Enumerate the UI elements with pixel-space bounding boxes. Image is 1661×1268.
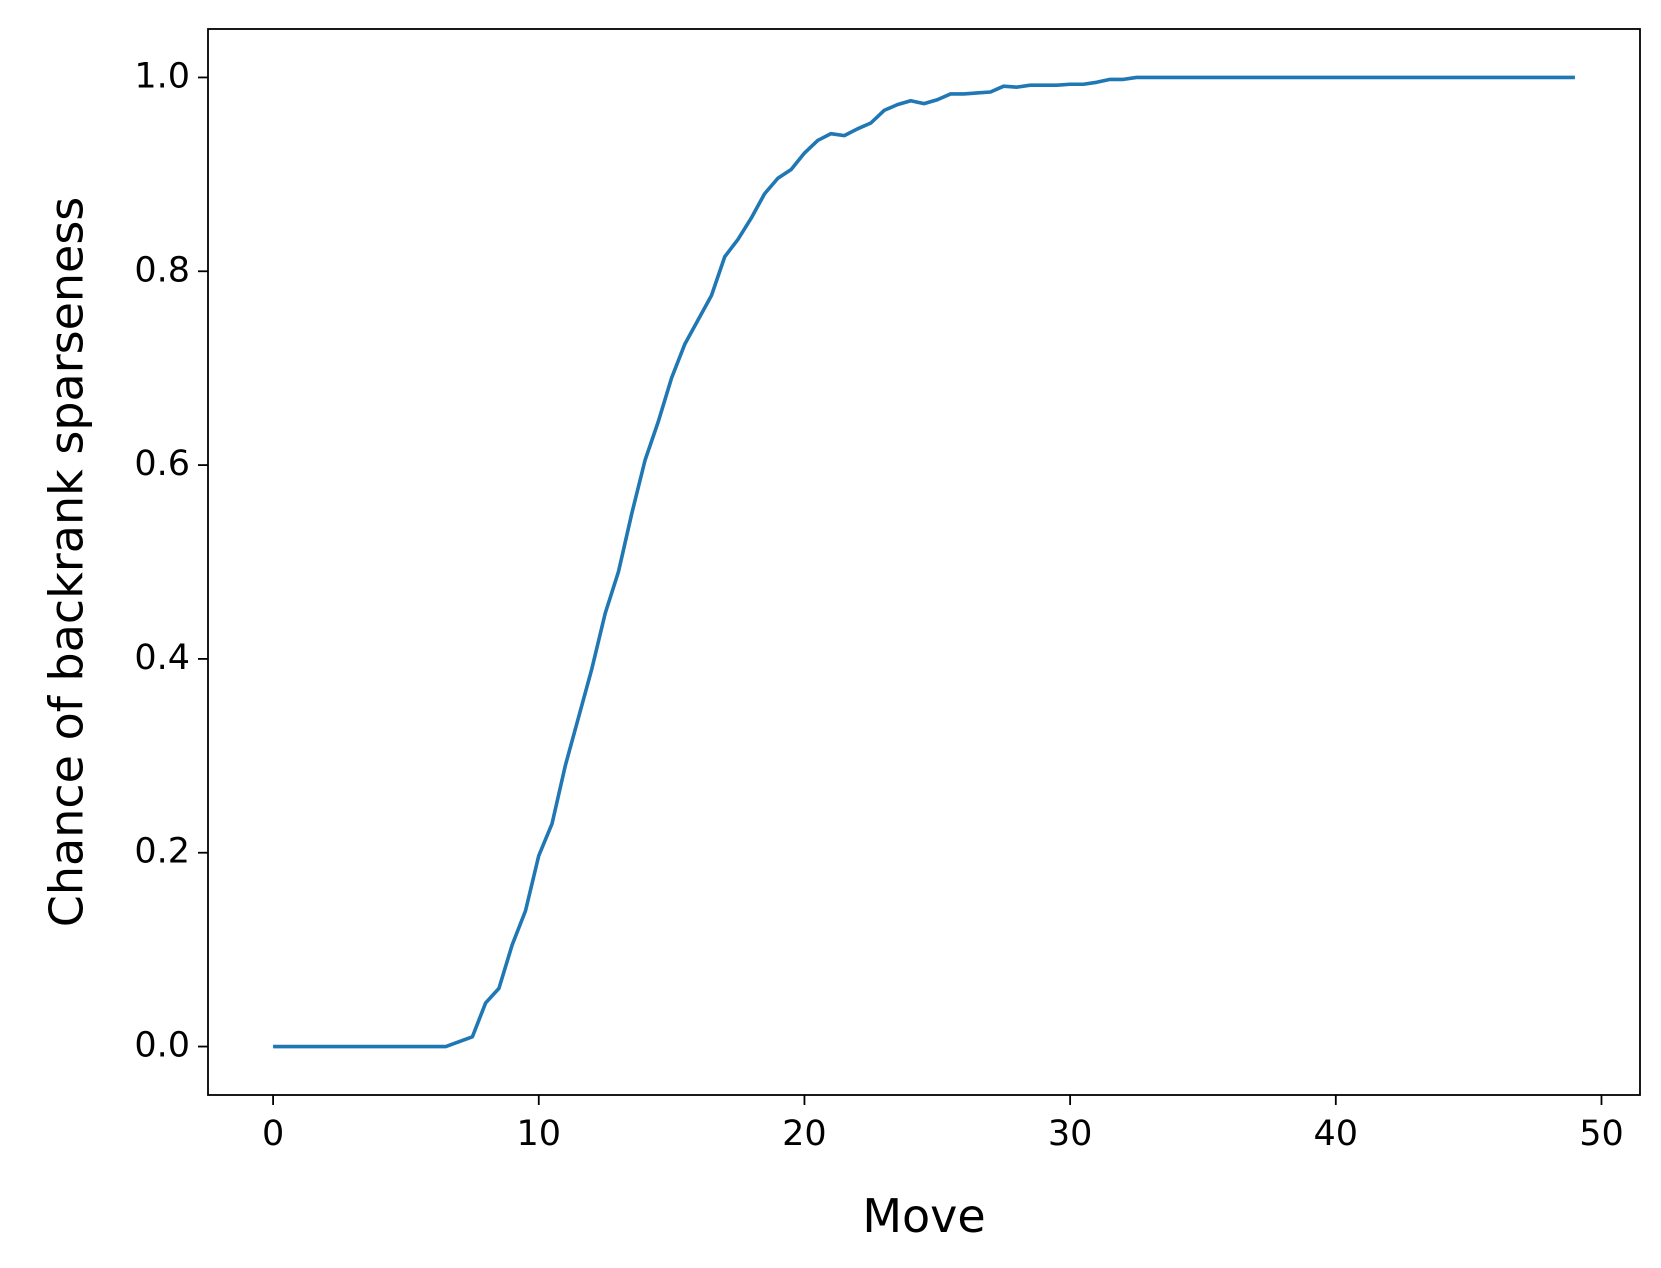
y-tick-label: 0.2 (134, 832, 190, 872)
y-tick-label: 0.4 (134, 638, 190, 678)
x-tick-label: 30 (1048, 1114, 1093, 1154)
data-line (273, 75, 1575, 1049)
x-tick-label: 10 (516, 1114, 561, 1154)
y-tick-label: 1.0 (134, 56, 190, 96)
x-tick-label: 50 (1579, 1114, 1624, 1154)
plot-frame (207, 28, 1641, 1096)
x-tick-label: 40 (1314, 1114, 1359, 1154)
y-tick-label: 0.8 (134, 250, 190, 290)
x-axis-label: Move (862, 1189, 985, 1243)
y-tick-label: 0.6 (134, 444, 190, 484)
y-tick-label: 0.0 (134, 1026, 190, 1066)
x-tick-label: 0 (262, 1114, 284, 1154)
x-tick-label: 20 (782, 1114, 827, 1154)
y-axis-label: Chance of backrank sparseness (40, 197, 94, 928)
